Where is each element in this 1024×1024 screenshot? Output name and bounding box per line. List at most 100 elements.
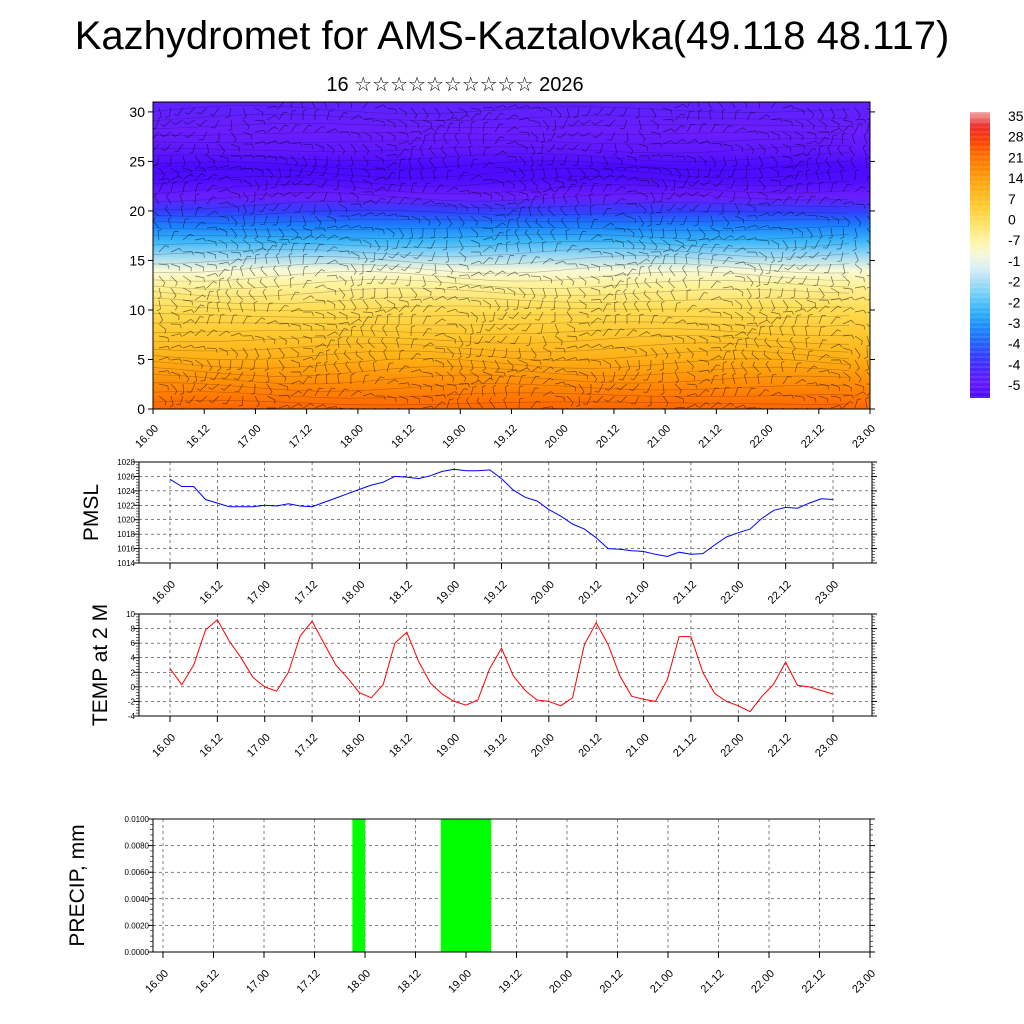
y-tick-label: 1020 — [117, 516, 135, 525]
y-tick-label: 5 — [137, 351, 145, 367]
x-tick-label: 18.00 — [345, 968, 373, 996]
y-axis-label: PMSL — [80, 484, 103, 541]
y-axis-label: PRECIP, mm — [66, 824, 89, 946]
colorbar-label: -1 — [1008, 253, 1021, 269]
x-tick-label: 20.00 — [547, 968, 575, 996]
y-tick-label: 0.0080 — [125, 842, 150, 851]
colorbar-ramp — [970, 112, 990, 398]
precip-bar — [352, 819, 365, 952]
y-tick-label: 15 — [129, 252, 145, 268]
series-line — [169, 468, 834, 558]
y-tick-label: 1016 — [117, 545, 135, 554]
y-tick-label: 0 — [137, 401, 145, 417]
x-tick-label: 17.12 — [295, 968, 323, 996]
y-tick-label: -2 — [128, 697, 136, 706]
x-tick-label: 19.12 — [482, 732, 510, 760]
x-tick-label: 21.00 — [624, 579, 652, 607]
x-tick-label: 20.12 — [576, 732, 604, 760]
y-tick-label: 10 — [129, 302, 145, 318]
plot-frame — [138, 613, 873, 717]
chart-title: Kazhydromet for AMS-Kaztalovka(49.118 48… — [74, 14, 950, 58]
x-tick-label: 21.00 — [648, 968, 676, 996]
temp2m-panel: -4 -2 0 2 4 6 8 10 16.00 16.12 17.00 17.12 18.00 18.1… — [89, 604, 877, 760]
x-tick-label: 16.12 — [184, 423, 212, 451]
colorbar-label: 28 — [1008, 129, 1024, 145]
x-tick-label: 17.12 — [287, 423, 315, 451]
series-line — [169, 619, 834, 713]
x-tick-label: 19.12 — [482, 579, 510, 607]
y-tick-label: 1014 — [117, 559, 135, 568]
x-tick-label: 18.00 — [340, 732, 368, 760]
x-tick-label: 19.12 — [497, 968, 525, 996]
y-tick-label: 0.0000 — [125, 948, 150, 957]
y-tick-label: 1018 — [117, 530, 135, 539]
x-tick-label: 20.12 — [594, 423, 622, 451]
x-tick-label: 18.12 — [389, 423, 417, 451]
x-tick-label: 20.12 — [598, 968, 626, 996]
wind-barbs — [153, 102, 870, 409]
x-tick-label: 18.12 — [387, 579, 415, 607]
x-tick-label: 21.00 — [624, 732, 652, 760]
x-tick-label: 16.00 — [133, 423, 161, 451]
x-tick-label: 21.00 — [645, 423, 673, 451]
x-tick-label: 22.12 — [800, 968, 828, 996]
x-tick-label: 16.12 — [198, 732, 226, 760]
x-tick-label: 18.12 — [387, 732, 415, 760]
precip-panel: 0.0000 0.0020 0.0040 0.0060 0.0080 0.0100 16.0… — [66, 815, 878, 996]
colorbar-label: 21 — [1008, 149, 1024, 165]
y-tick-label: 0.0060 — [125, 868, 150, 877]
x-tick-label: 22.00 — [718, 579, 746, 607]
x-tick-label: 16.00 — [150, 732, 178, 760]
x-tick-label: 20.00 — [529, 732, 557, 760]
x-tick-label: 22.00 — [748, 423, 776, 451]
precip-bar — [440, 819, 492, 952]
y-tick-label: 0 — [131, 683, 136, 692]
y-tick-label: 25 — [129, 153, 145, 169]
x-tick-label: 17.00 — [244, 968, 272, 996]
colorbar-label: 7 — [1008, 191, 1016, 207]
x-tick-label: 17.12 — [292, 732, 320, 760]
x-tick-label: 23.00 — [850, 968, 878, 996]
y-tick-label: 1028 — [117, 458, 135, 467]
colorbar-label: -4 — [1008, 356, 1021, 372]
x-tick-label: 23.00 — [850, 423, 878, 451]
x-tick-label: 16.00 — [150, 579, 178, 607]
colorbar-label: -2 — [1008, 274, 1021, 290]
y-tick-label: 2 — [131, 668, 136, 677]
x-tick-label: 16.00 — [143, 968, 171, 996]
x-tick-label: 21.12 — [671, 732, 699, 760]
y-tick-label: 6 — [131, 639, 136, 648]
plot-frame — [138, 461, 873, 564]
plot-frame — [152, 818, 871, 953]
y-tick-label: 1026 — [117, 472, 135, 481]
y-tick-label: 10 — [126, 610, 135, 619]
x-tick-label: 18.00 — [338, 423, 366, 451]
x-tick-label: 21.12 — [699, 968, 727, 996]
x-tick-label: 19.12 — [492, 423, 520, 451]
x-tick-label: 21.12 — [671, 579, 699, 607]
colorbar-label: -5 — [1008, 377, 1021, 393]
pmsl-panel: 1014 1016 1018 1020 1022 1024 1026 1028 16.00 16.… — [80, 458, 877, 607]
x-tick-label: 22.12 — [766, 579, 794, 607]
x-tick-label: 16.12 — [198, 579, 226, 607]
x-tick-label: 21.12 — [697, 423, 725, 451]
y-axis-label: TEMP at 2 M — [89, 604, 112, 726]
y-tick-label: 0.0100 — [125, 815, 150, 824]
x-tick-label: 16.12 — [194, 968, 222, 996]
x-tick-label: 18.00 — [340, 579, 368, 607]
y-tick-label: 4 — [131, 654, 136, 663]
y-tick-label: 1022 — [117, 501, 135, 510]
colorbar-label: -3 — [1008, 315, 1021, 331]
y-tick-label: 0.0040 — [125, 895, 150, 904]
y-tick-label: 20 — [129, 203, 145, 219]
y-tick-label: 30 — [129, 104, 145, 120]
x-tick-label: 20.00 — [529, 579, 557, 607]
x-tick-label: 22.12 — [766, 732, 794, 760]
colorbar-label: 35 — [1008, 108, 1024, 124]
x-tick-label: 17.00 — [245, 579, 273, 607]
x-tick-label: 17.12 — [292, 579, 320, 607]
colorbar-label: -2 — [1008, 294, 1021, 310]
temperature-wind-section-panel: 0 5 10 15 20 25 30 16.00 16.12 17.00 17.12 18.00 18.… — [129, 101, 878, 451]
colorbar-label: 0 — [1008, 212, 1016, 228]
colorbar-label: 14 — [1008, 170, 1024, 186]
